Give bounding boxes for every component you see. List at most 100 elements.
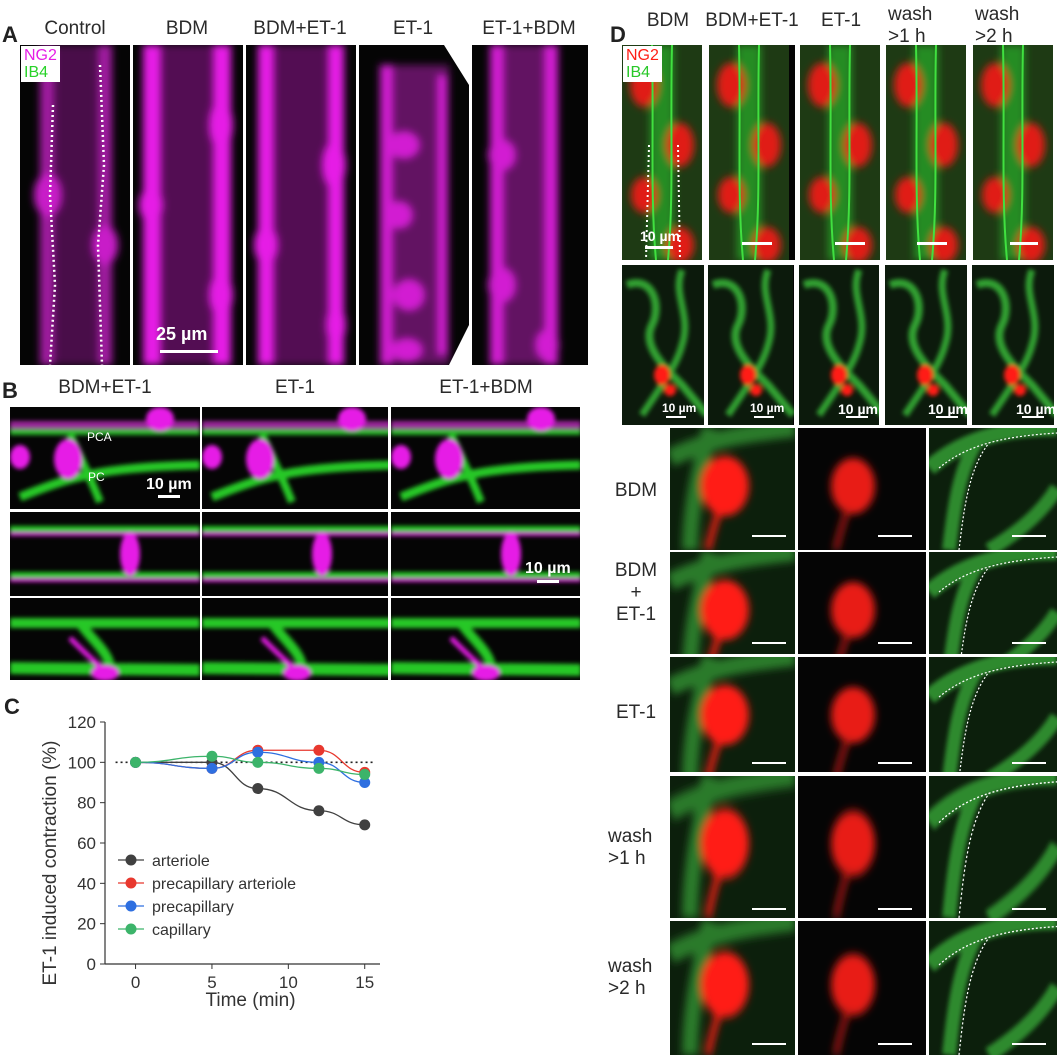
panel-d-grid-scale-r4c [1012, 908, 1046, 910]
panel-a-header-bdm-et1: BDM+ET-1 [253, 18, 347, 39]
panel-d-grid-r3-ng2 [798, 657, 926, 772]
panel-a-image-et1 [359, 45, 469, 365]
legend-label-3: capillary [152, 922, 211, 939]
panel-b-image-r3c2 [202, 598, 388, 680]
panel-d-top-scale-2 [742, 242, 772, 245]
legend-label-0: arteriole [152, 853, 210, 870]
legend-marker-0 [125, 854, 137, 866]
panel-d-grid-r3-merge [670, 657, 795, 772]
panel-d-grid-r5-merge [670, 921, 795, 1055]
panel-d-row-label-4: wash >1 h [608, 826, 653, 869]
panel-a-image-control [20, 45, 130, 365]
panel-d-row-label-2: BDM + ET-1 [614, 560, 658, 625]
panel-d-grid-r4-ng2 [798, 776, 926, 918]
panel-d-mid-scale-3 [846, 416, 868, 418]
x-tick-label: 10 [279, 973, 298, 992]
label-pc: PC [88, 470, 105, 484]
panel-d-grid-r4-ib4 [929, 776, 1057, 918]
panel-d-mid-scale-1 [666, 416, 686, 418]
y-tick-label: 40 [77, 874, 96, 893]
data-point-3 [252, 756, 264, 768]
panel-d-grid-scale-r4a [752, 908, 786, 910]
panel-b-scale-label-1: 10 µm [146, 476, 192, 493]
panel-d-letter: D [610, 22, 626, 47]
panel-d-grid-scale-r1a [752, 535, 786, 537]
series-line-2 [135, 751, 365, 784]
panel-d-mid-scale-4 [936, 416, 958, 418]
x-axis-label: Time (min) [205, 990, 295, 1011]
data-point-2 [359, 777, 371, 788]
panel-d-row-label-1: BDM [614, 480, 658, 501]
panel-b-image-r2c3 [391, 512, 580, 596]
y-tick-label: 120 [68, 713, 96, 732]
panel-b-scale-bar-2 [537, 580, 559, 583]
legend-marker-2 [125, 900, 137, 912]
y-tick-label: 100 [68, 753, 96, 772]
panel-b-image-r1c1 [10, 407, 200, 509]
panel-d-top-scale-4 [917, 242, 947, 245]
panel-a-header-et1: ET-1 [392, 18, 434, 39]
panel-d-grid-r1-ib4 [929, 428, 1057, 550]
panel-d-top-wash2 [973, 45, 1053, 260]
panel-d-row-label-5: wash >2 h [608, 956, 653, 999]
panel-d-grid-r2-ib4 [929, 552, 1057, 654]
panel-d-header-wash2: wash >2 h [975, 4, 1020, 47]
data-point-0 [252, 783, 264, 795]
panel-d-grid-scale-r5a [752, 1043, 786, 1045]
panel-d-grid-r4-merge [670, 776, 795, 918]
legend-marker-3 [125, 923, 137, 935]
data-point-3 [313, 762, 325, 774]
panel-d-grid-scale-r5b [878, 1043, 912, 1045]
panel-d-grid-r1-merge [670, 428, 795, 550]
panel-d-top-bdm-et1 [709, 45, 795, 260]
panel-d-grid-scale-r5c [1012, 1043, 1046, 1045]
data-point-0 [313, 805, 325, 817]
series-line-0 [135, 761, 365, 826]
panel-d-grid-r5-ib4 [929, 921, 1057, 1055]
x-tick-label: 15 [355, 973, 374, 992]
panel-a-header-bdm: BDM [165, 18, 209, 39]
label-pca: PCA [87, 430, 112, 444]
panel-d-top-et1 [800, 45, 880, 260]
panel-d-top-wash1 [886, 45, 966, 260]
data-point-2 [206, 762, 218, 774]
legend-ib4: IB4 [24, 64, 49, 81]
panel-a-letter: A [2, 22, 18, 47]
panel-b-image-r2c2 [202, 512, 388, 596]
data-point-0 [359, 819, 371, 831]
panel-d-mid-4 [885, 265, 967, 425]
y-axis-label: ET-1 induced contraction (%) [40, 740, 61, 985]
panel-d-grid-scale-r4b [878, 908, 912, 910]
panel-d-grid-scale-r3b [878, 762, 912, 764]
panel-d-mid-5 [972, 265, 1054, 425]
panel-d-grid-scale-r2a [752, 642, 786, 644]
panel-b-scale-bar-1 [158, 495, 180, 498]
x-tick-label: 0 [131, 973, 140, 992]
legend-label-2: precapillary [152, 899, 234, 916]
y-tick-label: 80 [77, 794, 96, 813]
panel-d-header-bdm-et1: BDM+ET-1 [705, 10, 799, 31]
data-point-3 [130, 756, 142, 768]
panel-a-legend: NG2 IB4 [21, 46, 60, 82]
panel-d-header-wash1: wash >1 h [888, 4, 933, 47]
panel-a-header-et1-bdm: ET-1+BDM [482, 18, 576, 39]
panel-b-image-r1c3 [391, 407, 580, 509]
legend-d-ng2: NG2 [626, 47, 659, 64]
panel-c-chart: 0 20 40 60 80 100 120 0 5 10 15 Time (min) ET-1 indu… [40, 713, 380, 1011]
panel-b-scale-label-2: 10 µm [525, 560, 571, 577]
data-point-1 [313, 744, 325, 756]
panel-d-top-scale-5 [1010, 242, 1038, 245]
panel-d-mid-scale-label-2: 10 µm [750, 401, 785, 415]
y-tick-label: 60 [77, 834, 96, 853]
panel-d-mid-scale-5 [1022, 416, 1044, 418]
panel-d-mid-scale-label-3: 10 µm [838, 401, 878, 417]
panel-d-header-et1: ET-1 [820, 10, 862, 31]
panel-d-grid-scale-r1c [1012, 535, 1046, 537]
panel-d-mid-scale-label-1: 10 µm [662, 401, 697, 415]
panel-b-letter: B [2, 378, 18, 403]
panel-d-top-scale-bar [645, 246, 673, 249]
x-tick-label: 5 [207, 973, 216, 992]
panel-a-header-control: Control [44, 18, 106, 39]
panel-d-top-scale-label: 10 µm [640, 228, 680, 244]
y-tick-label: 0 [87, 955, 96, 974]
